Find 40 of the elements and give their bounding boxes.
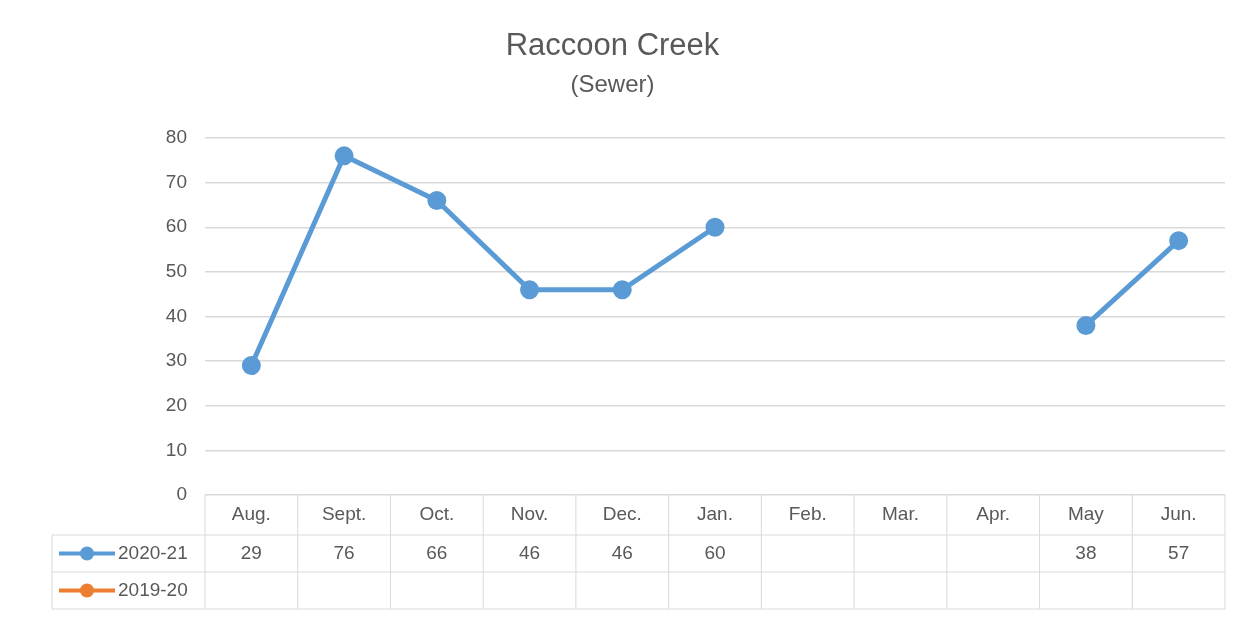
x-tick-label: Apr.: [976, 503, 1011, 525]
x-tick-label: Mar.: [881, 503, 919, 525]
y-tick-label: 50: [165, 260, 187, 282]
y-tick-label: 60: [165, 215, 187, 237]
data-label: 57: [1168, 541, 1190, 563]
data-label: 38: [1075, 541, 1097, 563]
x-tick-label: Sept.: [321, 503, 367, 525]
point: [1076, 315, 1096, 335]
y-tick-label: 0: [176, 483, 187, 505]
y-tick-label: 80: [165, 126, 187, 148]
y-tick-label: 10: [165, 438, 187, 460]
x-tick-label: Jun.: [1160, 503, 1197, 525]
y-tick-label: 70: [165, 170, 187, 192]
legend-label: 2020-21: [118, 541, 188, 563]
y-tick-label: 30: [165, 349, 187, 371]
data-label: 76: [333, 541, 355, 563]
x-tick-label: Aug.: [231, 503, 271, 525]
x-tick-label: Oct.: [419, 503, 455, 525]
data-label: 29: [240, 541, 262, 563]
point: [705, 217, 725, 237]
data-label: 60: [704, 541, 726, 563]
chart-subtitle: (Sewer): [570, 70, 655, 98]
point: [612, 280, 632, 300]
legend-label: 2019-20: [118, 578, 188, 600]
y-tick-label: 40: [165, 304, 187, 326]
data-label: 46: [611, 541, 633, 563]
point: [1169, 231, 1189, 251]
chart-title: Raccoon Creek: [505, 27, 720, 63]
point: [520, 280, 540, 300]
x-tick-label: Nov.: [510, 503, 549, 525]
data-label: 66: [426, 541, 448, 563]
y-tick-label: 20: [165, 393, 187, 415]
x-tick-label: Dec.: [602, 503, 642, 525]
x-tick-label: Jan.: [697, 503, 733, 525]
point: [427, 190, 447, 210]
x-tick-label: Feb.: [788, 503, 827, 525]
point: [334, 146, 354, 166]
x-tick-label: May: [1067, 503, 1105, 525]
data-label: 46: [518, 541, 541, 563]
point: [241, 356, 261, 376]
